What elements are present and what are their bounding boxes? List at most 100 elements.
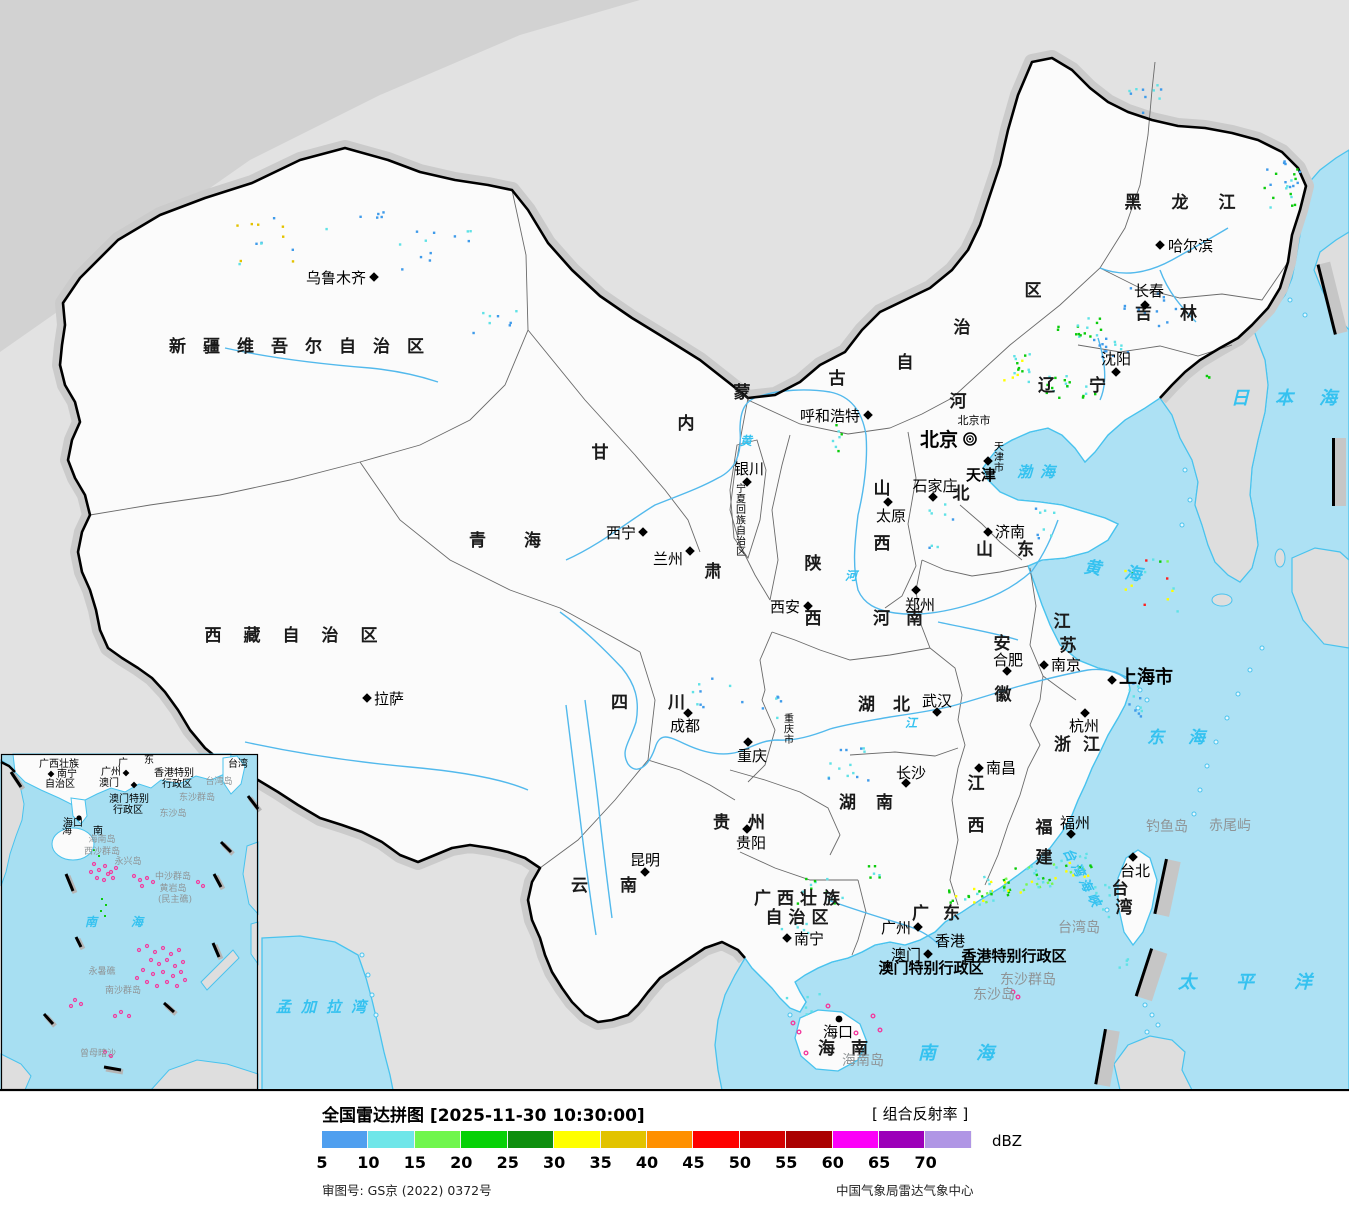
dbz-tick-10: 10	[357, 1153, 380, 1172]
inset-admin-label: 澳门	[99, 776, 119, 789]
radar-coverage-band	[1316, 261, 1348, 335]
province-label: 广西壮族	[754, 888, 846, 909]
inset-echo-dot	[101, 898, 103, 900]
inset-island-label: 东沙群岛	[179, 791, 215, 803]
sea-name-label: 渤海	[1017, 463, 1063, 481]
inset-reef-marker	[182, 977, 188, 983]
sea-name-label: 南海	[918, 1043, 1034, 1064]
inset-reef-marker	[137, 877, 143, 883]
inset-reef-marker	[118, 1009, 124, 1015]
admin-label: 重庆市	[784, 712, 794, 746]
small-island	[1191, 811, 1197, 817]
city-label: 济南	[995, 523, 1025, 541]
city-label: 上海市	[1119, 666, 1173, 688]
inset-admin-label: 自治区	[45, 777, 75, 790]
dbz-tick-70: 70	[914, 1153, 937, 1172]
radar-echo-cluster	[472, 310, 518, 335]
radar-echo-cluster	[691, 677, 744, 709]
inset-admin-label: 澳门特别	[109, 792, 149, 805]
inset-reef-marker	[195, 879, 201, 885]
small-island	[1213, 739, 1219, 745]
province-label: 辽宁	[1038, 375, 1140, 396]
small-island	[1224, 715, 1230, 721]
city-北京: 北京	[920, 428, 977, 451]
inset-admin-label: 南宁	[57, 767, 77, 780]
city-label: 哈尔滨	[1168, 237, 1213, 255]
small-island	[359, 952, 365, 958]
radar-echo-cluster	[1124, 558, 1179, 613]
city-marker	[835, 1015, 843, 1023]
sea-name-label: 孟加拉湾	[276, 998, 376, 1016]
inset-reef-marker	[160, 969, 166, 975]
radar-echo-cluster	[785, 993, 821, 1016]
inset-reef-marker	[144, 979, 150, 985]
sea-name-label: 黄	[740, 434, 754, 448]
reef-marker	[877, 1027, 883, 1033]
city-label: 广州	[881, 919, 911, 937]
inset-island-label: 黄岩岛	[159, 882, 186, 894]
city-label: 北京	[920, 428, 958, 451]
inset-sea	[1, 754, 258, 1090]
small-island	[1137, 687, 1143, 693]
reef-marker	[853, 1030, 859, 1036]
radar-echo-cluster	[1205, 374, 1211, 379]
inset-reef-marker	[96, 867, 102, 873]
inset-reef-marker	[68, 1003, 74, 1009]
nine-dash-segment	[64, 873, 75, 892]
sea-name-label: 河	[845, 569, 860, 583]
radar-coverage-band	[1094, 1028, 1120, 1087]
city-label: 西安	[770, 598, 800, 616]
city-label: 呼和浩特	[800, 407, 860, 425]
nine-dash-segment	[212, 873, 223, 888]
map-review-number: 审图号: GS京 (2022) 0372号	[322, 1183, 492, 1198]
dbz-tick-5: 5	[316, 1153, 328, 1172]
radar-echo-cluster	[1123, 287, 1178, 328]
dbz-segment-30	[554, 1131, 601, 1148]
inset-reef-marker	[78, 1001, 84, 1007]
reef-marker	[1015, 994, 1021, 1000]
island-label: 台湾岛	[1058, 919, 1100, 936]
small-island	[373, 1012, 379, 1018]
island-label: 赤尾屿	[1209, 818, 1251, 834]
province-label: 新疆维吾尔自治区	[169, 336, 441, 357]
radar-echo-cluster	[827, 747, 870, 782]
map-edge-band	[0, 0, 640, 352]
province-label: 西藏自治区	[205, 625, 400, 646]
sea-name-label: 太平洋	[1177, 972, 1349, 993]
inset-reef-marker	[139, 883, 145, 889]
province-label: 西	[805, 609, 822, 629]
inset-philippines	[242, 841, 259, 916]
dbz-colorbar	[322, 1131, 972, 1148]
inset-taiwan	[222, 755, 246, 795]
city-label: 贵阳	[736, 834, 766, 852]
province-label: 肃	[705, 562, 722, 582]
city-label: 南京	[1051, 656, 1081, 674]
credit-label: 中国气象局雷达气象中心	[836, 1183, 974, 1198]
inset-reef-marker	[180, 959, 186, 965]
city-label: 南宁	[794, 930, 824, 948]
province-label: 山东	[976, 539, 1058, 560]
inset-admin-label: 东	[144, 753, 154, 766]
radar-echo-cluster	[1128, 682, 1143, 718]
city-label: 长沙	[896, 764, 926, 782]
admin-label: 宁夏回族自治区	[736, 482, 746, 558]
radar-echo-cluster	[1128, 84, 1163, 114]
luzon-island	[1113, 1035, 1193, 1091]
dbz-tick-45: 45	[682, 1153, 705, 1172]
province-label: 福	[1035, 817, 1053, 838]
inset-reef-marker	[110, 875, 116, 881]
hainan-island	[794, 1009, 868, 1072]
island-label: 钓鱼岛	[1146, 818, 1188, 835]
inset-island-label: 台湾岛	[205, 775, 232, 787]
dbz-tick-55: 55	[775, 1153, 798, 1172]
dbz-tick-50: 50	[728, 1153, 751, 1172]
small-island	[1235, 691, 1241, 697]
dbz-segment-70	[925, 1131, 972, 1148]
province-label: 江	[968, 774, 985, 794]
province-label: 自治区	[766, 907, 835, 928]
dbz-tick-25: 25	[496, 1153, 519, 1172]
nine-dash-segment	[211, 942, 221, 958]
dbz-segment-60	[832, 1131, 880, 1148]
inset-reef-marker	[154, 983, 160, 989]
province-label: 北	[953, 484, 970, 504]
